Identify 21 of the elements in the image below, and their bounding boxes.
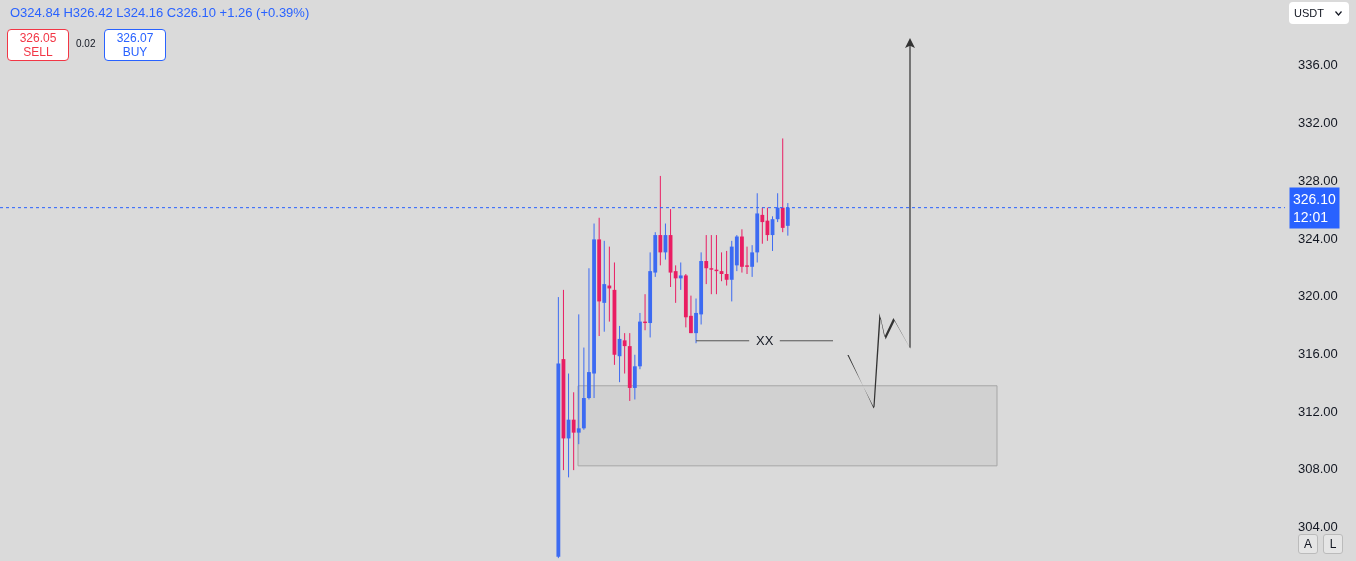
text: USDT <box>1289 2 1349 24</box>
y-tick-label: 308.00 <box>1298 461 1338 477</box>
annotation: 326.07 <box>116 31 154 45</box>
annotation: BUY <box>122 45 148 59</box>
text: 12:01 <box>1293 209 1329 226</box>
ref-line-label: XX <box>756 333 774 348</box>
annotation: 326.05 <box>19 31 57 45</box>
annotation: 0.02 <box>76 38 96 49</box>
chart-subtitle: O324.84 H326.42 L324.16 C326.10 +1.26 (+0.39%) <box>10 5 310 20</box>
y-tick-label: 336.00 <box>1298 57 1338 73</box>
y-tick-label: 316.00 <box>1298 345 1338 361</box>
y-tick-label: 304.00 <box>1298 518 1338 534</box>
text: A <box>1298 534 1318 554</box>
y-tick-label: 324.00 <box>1298 230 1338 246</box>
text: L <box>1323 534 1343 554</box>
y-tick-label: 320.00 <box>1298 288 1338 304</box>
y-tick-label: 332.00 <box>1298 115 1338 131</box>
y-tick-label: 312.00 <box>1298 403 1338 419</box>
y-tick-label: 328.00 <box>1298 172 1338 188</box>
annotation: SELL <box>23 45 53 59</box>
ref-line-label: 326.10 <box>1293 191 1337 207</box>
